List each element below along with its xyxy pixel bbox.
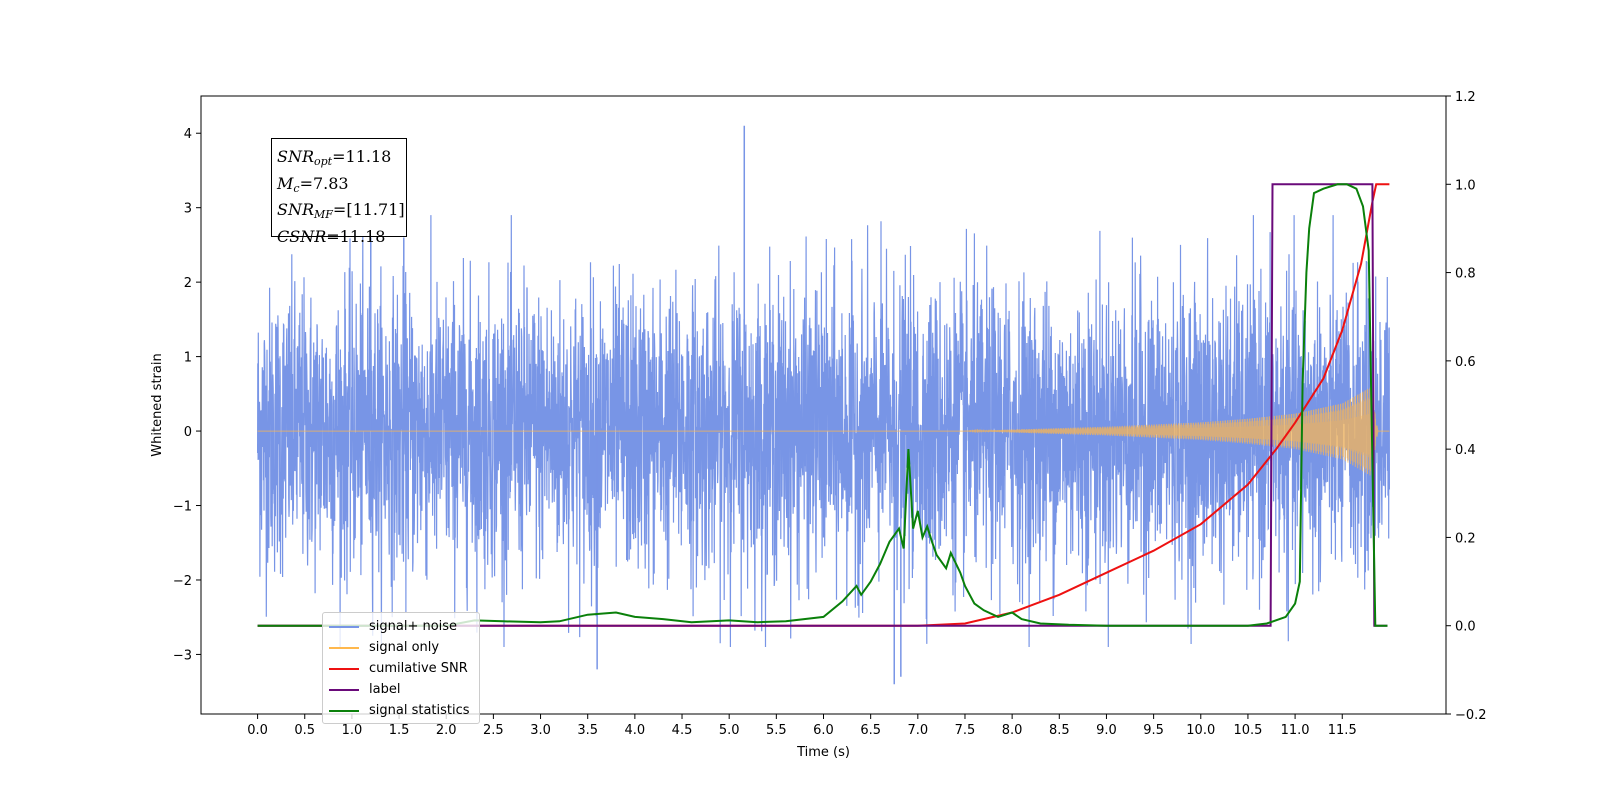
x-tick-label: 6.0 bbox=[813, 723, 834, 738]
legend-swatch-signal-noise bbox=[329, 625, 359, 628]
y-right-tick-label: 1.2 bbox=[1455, 90, 1476, 105]
x-tick-label: 9.5 bbox=[1143, 723, 1164, 738]
x-axis-label: Time (s) bbox=[796, 745, 850, 760]
legend-item-label: label bbox=[329, 679, 473, 700]
x-tick-label: 4.5 bbox=[672, 723, 693, 738]
legend-label: signal only bbox=[369, 640, 440, 655]
legend-label: cumilative SNR bbox=[369, 661, 468, 676]
legend-label: signal statistics bbox=[369, 703, 470, 718]
mc-value: 7.83 bbox=[312, 173, 349, 193]
y-left-tick-label: 3 bbox=[184, 202, 192, 217]
legend-label: signal+ noise bbox=[369, 619, 458, 634]
snr-opt-value: 11.18 bbox=[345, 147, 392, 166]
y-right-tick-label: 0.8 bbox=[1455, 267, 1476, 282]
legend-swatch-label bbox=[329, 688, 359, 691]
x-tick-label: 0.5 bbox=[294, 723, 315, 738]
x-tick-label: 7.5 bbox=[955, 723, 976, 738]
csnr-line: CSNR=11.18 bbox=[277, 226, 386, 246]
x-tick-label: 1.5 bbox=[389, 723, 410, 738]
x-tick-label: 9.0 bbox=[1096, 723, 1117, 738]
x-tick-label: 4.0 bbox=[625, 723, 646, 738]
series-signal-only bbox=[257, 387, 1390, 476]
x-tick-label: 10.0 bbox=[1186, 723, 1215, 738]
x-tick-label: 8.0 bbox=[1002, 723, 1023, 738]
x-tick-label: 1.0 bbox=[342, 723, 363, 738]
y-left-tick-label: 4 bbox=[184, 127, 192, 142]
x-tick-label: 3.5 bbox=[577, 723, 598, 738]
legend-item-signal-statistics: signal statistics bbox=[329, 700, 473, 721]
x-tick-label: 11.0 bbox=[1281, 723, 1310, 738]
y-axis-label: Whitened strain bbox=[150, 353, 165, 456]
plot-series-group bbox=[257, 125, 1391, 685]
snr-opt-line: SNRopt=11.18 bbox=[277, 147, 392, 168]
legend-swatch-cumulative-snr bbox=[329, 667, 359, 670]
x-tick-label: 0.0 bbox=[247, 723, 268, 738]
legend-swatch-signal-statistics bbox=[329, 709, 359, 712]
snr-mf-line: SNRMF=[11.71] bbox=[277, 200, 405, 221]
x-tick-label: 5.5 bbox=[766, 723, 787, 738]
y-left-tick-label: −1 bbox=[173, 500, 192, 515]
x-tick-label: 11.5 bbox=[1328, 723, 1357, 738]
legend-item-signal-noise: signal+ noise bbox=[329, 616, 473, 637]
legend-item-cumulative-snr: cumilative SNR bbox=[329, 658, 473, 679]
x-tick-label: 6.5 bbox=[860, 723, 881, 738]
y-right-tick-label: 0.6 bbox=[1455, 355, 1476, 370]
y-left-tick-label: 0 bbox=[184, 425, 192, 440]
x-tick-label: 5.0 bbox=[719, 723, 740, 738]
legend-swatch-signal-only bbox=[329, 646, 359, 649]
y-left-tick-label: −3 bbox=[173, 648, 192, 663]
legend-label: label bbox=[369, 682, 401, 697]
y-right-tick-label: 0.0 bbox=[1455, 620, 1476, 635]
y-left-tick-label: 2 bbox=[184, 276, 192, 291]
y-right-tick-label: −0.2 bbox=[1455, 708, 1487, 723]
y-left-tick-label: −2 bbox=[173, 574, 192, 589]
x-tick-label: 2.5 bbox=[483, 723, 504, 738]
snr-mf-value: [11.71] bbox=[346, 200, 405, 219]
mc-line: Mc=7.83 bbox=[277, 173, 349, 195]
csnr-value: 11.18 bbox=[339, 226, 386, 246]
x-tick-label: 2.0 bbox=[436, 723, 457, 738]
series-signal-noise bbox=[257, 215, 1391, 648]
y-right-tick-label: 1.0 bbox=[1455, 178, 1476, 193]
y-right-tick-label: 0.2 bbox=[1455, 531, 1476, 546]
y-right-tick-label: 0.4 bbox=[1455, 443, 1476, 458]
legend-item-signal-only: signal only bbox=[329, 637, 473, 658]
series-signal-statistics bbox=[257, 183, 1388, 627]
x-tick-label: 8.5 bbox=[1049, 723, 1070, 738]
x-tick-label: 3.0 bbox=[530, 723, 551, 738]
x-tick-label: 7.0 bbox=[907, 723, 928, 738]
snr-info-box: SNRopt=11.18 Mc=7.83 SNRMF=[11.71] CSNR=… bbox=[271, 138, 407, 246]
legend: signal+ noise signal only cumilative SNR… bbox=[322, 612, 480, 724]
y-left-tick-label: 1 bbox=[184, 351, 192, 366]
x-tick-label: 10.5 bbox=[1233, 723, 1262, 738]
